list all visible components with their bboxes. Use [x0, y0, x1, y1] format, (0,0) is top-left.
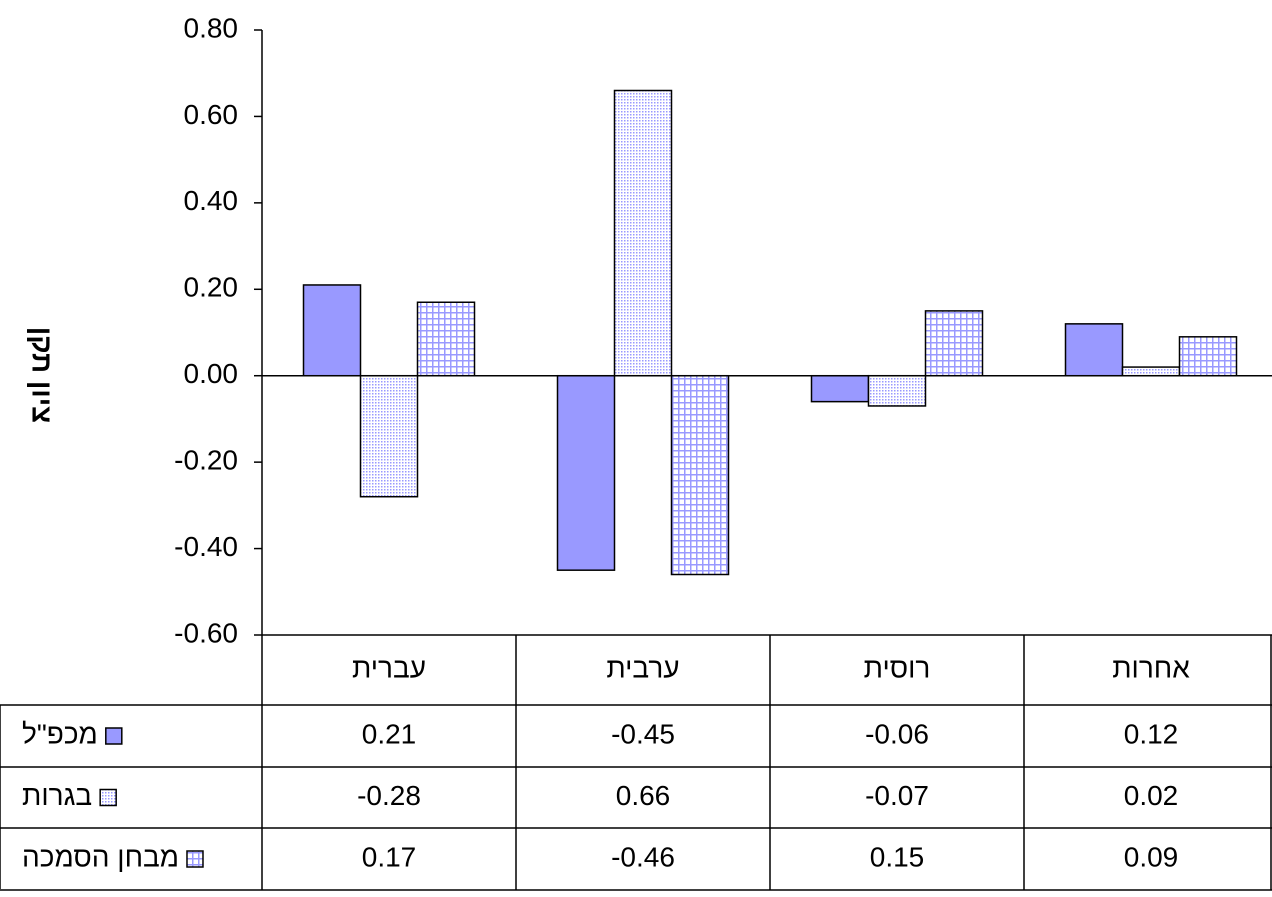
- bar: [867, 374, 927, 407]
- bar: [302, 284, 362, 377]
- data-table-value: -0.46: [611, 841, 675, 872]
- legend-label: בגרות: [22, 780, 92, 811]
- y-tick-label: -0.40: [174, 531, 238, 562]
- data-table-value: 0.12: [1124, 718, 1179, 749]
- bar: [613, 89, 673, 377]
- data-table-value: 0.66: [616, 780, 671, 811]
- data-table-value: -0.45: [611, 718, 675, 749]
- y-tick-label: -0.20: [174, 445, 238, 476]
- y-tick-label: 0.60: [184, 99, 239, 130]
- data-table-value: 0.09: [1124, 841, 1179, 872]
- bar: [556, 374, 616, 571]
- bar: [924, 310, 984, 377]
- x-tick-label: אחרות: [1112, 652, 1190, 683]
- bar: [416, 301, 476, 377]
- data-table-value: -0.06: [865, 718, 929, 749]
- legend-key: [105, 727, 123, 745]
- y-tick-label: 0.40: [184, 185, 239, 216]
- legend-label: מבחן הסמכה: [22, 841, 179, 872]
- y-axis-label: ציון תקן: [27, 327, 58, 423]
- y-tick-label: 0.20: [184, 272, 239, 303]
- data-table-value: -0.28: [357, 780, 421, 811]
- data-table-value: 0.02: [1124, 780, 1179, 811]
- bar: [810, 374, 870, 403]
- data-table-value: 0.17: [362, 841, 417, 872]
- x-tick-label: עברית: [352, 652, 426, 683]
- legend-label: מכפ"ל: [22, 718, 98, 749]
- bar: [670, 374, 730, 576]
- bar: [359, 374, 419, 498]
- legend-key: [99, 788, 117, 807]
- bar: [1121, 366, 1181, 377]
- y-tick-label: -0.60: [174, 617, 238, 648]
- data-table-value: 0.15: [870, 841, 925, 872]
- data-table-value: -0.07: [865, 780, 929, 811]
- bar: [1178, 336, 1238, 377]
- legend-key: [186, 850, 204, 868]
- bar: [1064, 323, 1124, 377]
- data-table-value: 0.21: [362, 718, 417, 749]
- x-tick-label: ערבית: [606, 652, 679, 683]
- x-tick-label: רוסית: [864, 652, 931, 683]
- y-tick-label: 0.80: [184, 12, 239, 43]
- y-tick-label: 0.00: [184, 358, 239, 389]
